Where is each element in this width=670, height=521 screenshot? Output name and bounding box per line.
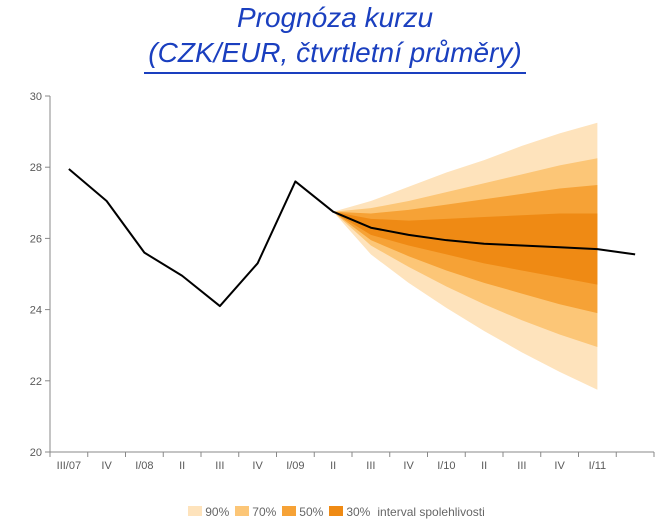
- forecast-fan-chart: 202224262830III/07IVI/08IIIIIIVI/09IIIII…: [10, 90, 660, 480]
- legend-swatch: [329, 506, 343, 516]
- title-line1: Prognóza kurzu: [237, 2, 433, 33]
- svg-text:I/10: I/10: [437, 460, 455, 472]
- legend-item: 50%: [282, 504, 323, 519]
- svg-text:I/08: I/08: [135, 460, 153, 472]
- svg-text:III: III: [215, 460, 224, 472]
- title-line2: (CZK/EUR, čtvrtletní průměry): [144, 35, 525, 74]
- svg-text:IV: IV: [252, 460, 263, 472]
- legend-swatch: [282, 506, 296, 516]
- legend-label: 30%: [346, 505, 370, 519]
- legend-swatch: [235, 506, 249, 516]
- svg-text:IV: IV: [403, 460, 414, 472]
- svg-text:III: III: [517, 460, 526, 472]
- svg-text:II: II: [481, 460, 487, 472]
- svg-text:IV: IV: [101, 460, 112, 472]
- svg-text:II: II: [330, 460, 336, 472]
- svg-text:30: 30: [30, 91, 42, 103]
- legend-label: 90%: [205, 505, 229, 519]
- legend-label: 50%: [299, 505, 323, 519]
- svg-text:I/11: I/11: [589, 460, 607, 472]
- legend-item: 30%: [329, 504, 370, 519]
- legend-swatch: [188, 506, 202, 516]
- legend-suffix: interval spolehlivosti: [377, 505, 484, 519]
- chart-title: Prognóza kurzu (CZK/EUR, čtvrtletní prům…: [0, 0, 670, 74]
- svg-text:24: 24: [30, 305, 42, 317]
- svg-text:26: 26: [30, 233, 42, 245]
- svg-text:20: 20: [30, 447, 42, 459]
- svg-text:II: II: [179, 460, 185, 472]
- svg-text:III/07: III/07: [57, 460, 81, 472]
- legend-label: 70%: [252, 505, 276, 519]
- svg-text:I/09: I/09: [286, 460, 304, 472]
- svg-text:28: 28: [30, 162, 42, 174]
- svg-text:III: III: [366, 460, 375, 472]
- svg-text:IV: IV: [554, 460, 565, 472]
- legend-item: 90%: [188, 504, 229, 519]
- svg-text:22: 22: [30, 376, 42, 388]
- legend: 90% 70% 50% 30% interval spolehlivosti: [0, 504, 670, 519]
- legend-item: 70%: [235, 504, 276, 519]
